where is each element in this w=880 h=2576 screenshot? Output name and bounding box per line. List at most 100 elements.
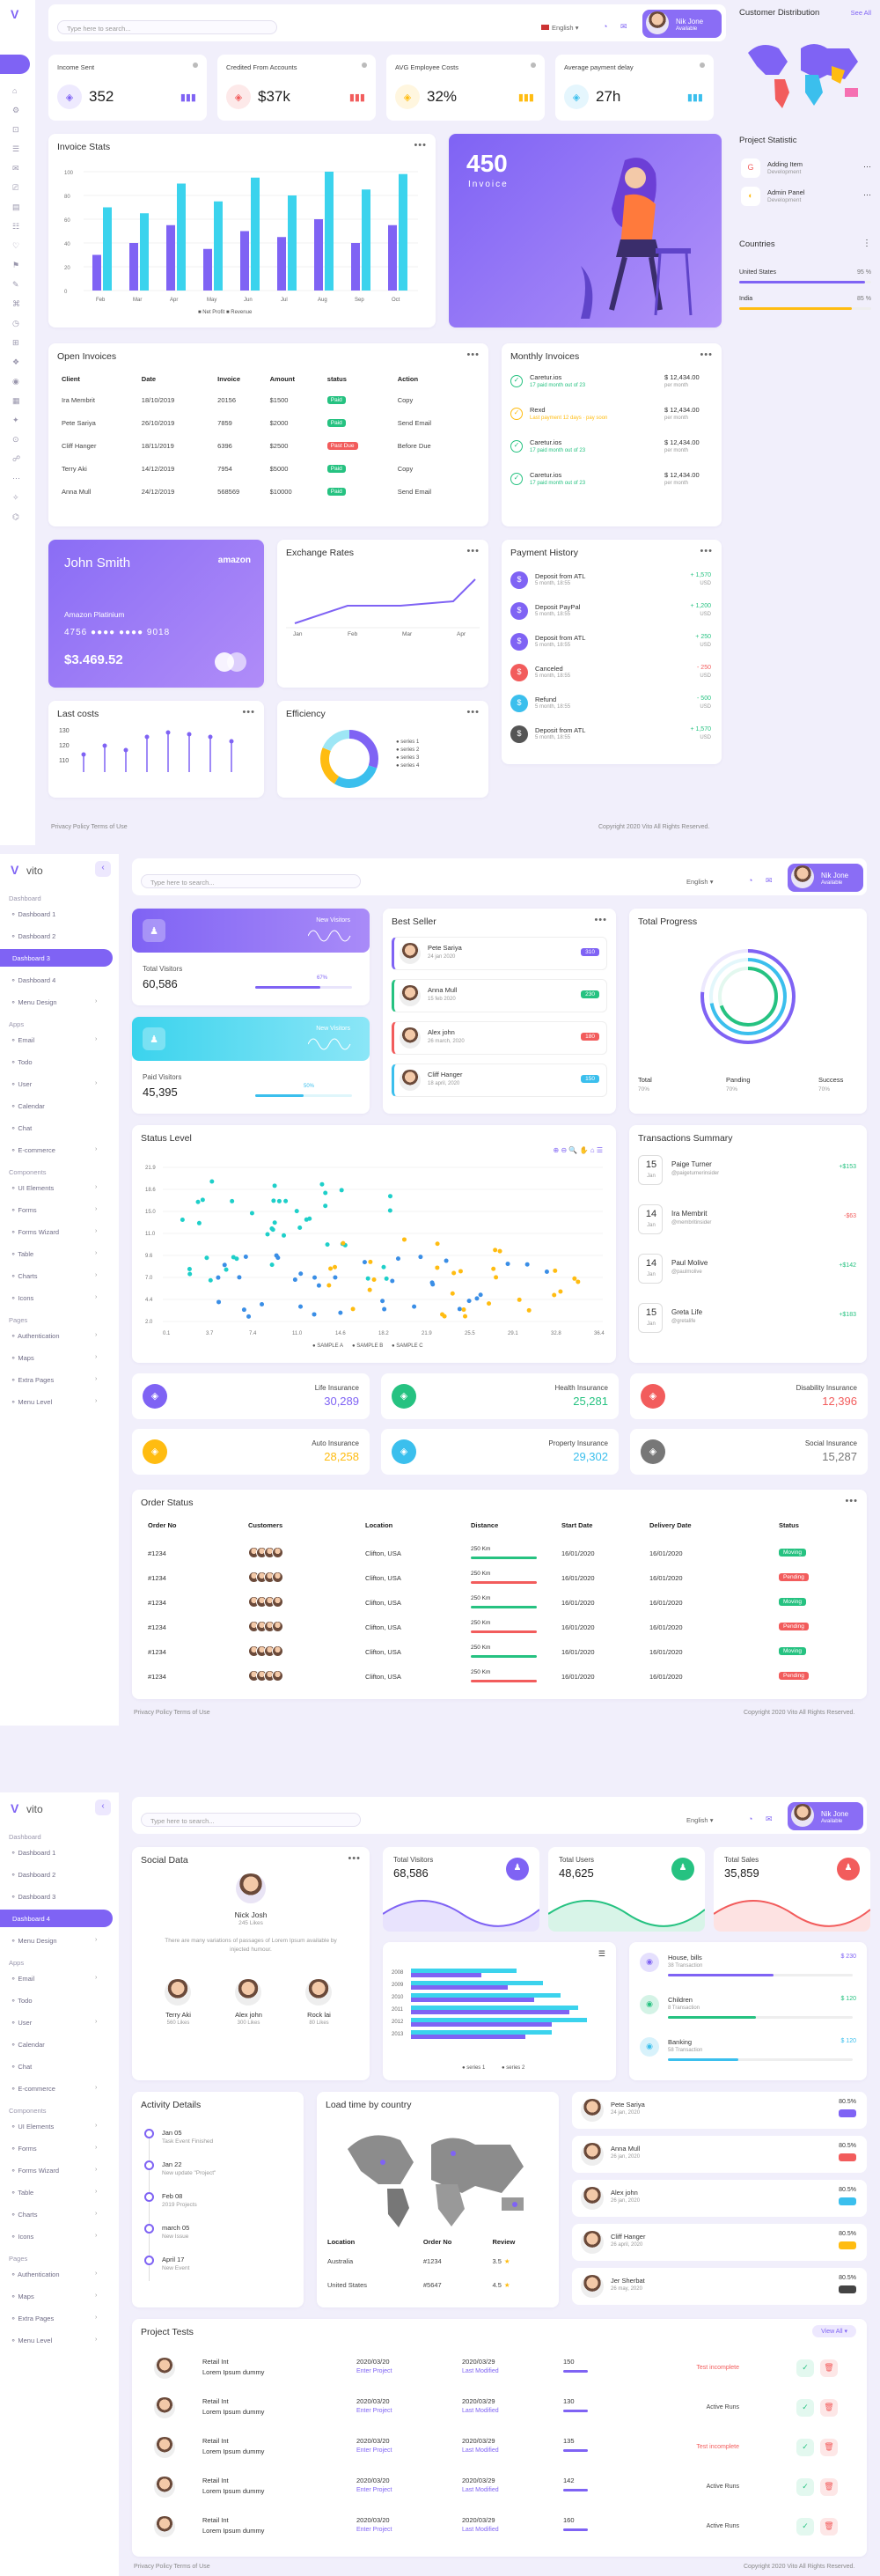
person-card[interactable]: Pete Sariya 24 jan, 2020 80.5% (572, 2092, 867, 2129)
credit-card[interactable]: John Smith amazon Amazon Platinium 4756 … (48, 540, 264, 688)
sidebar-item-dashboard-4[interactable]: ⚬ Dashboard 4 (11, 976, 56, 984)
sidebar-item-user[interactable]: ⚬ User (11, 1080, 33, 1088)
seller-row[interactable]: Cliff Hanger 18 april, 2020 150 (392, 1064, 607, 1097)
logo-icon[interactable]: V (11, 7, 19, 21)
project-link-1[interactable]: Enter Project (356, 2408, 392, 2414)
sidebar-item-dashboard-3[interactable]: Dashboard 3 (0, 949, 113, 967)
sidebar-item-menu-design[interactable]: ⚬ Menu Design (11, 1937, 57, 1945)
sidebar-item-ui-elements[interactable]: ⚬ UI Elements (11, 1184, 55, 1192)
more-icon[interactable]: ⋯ (863, 162, 871, 171)
footer-links[interactable]: Privacy Policy Terms of Use (51, 824, 128, 830)
sidebar-item-table[interactable]: ⚬ Table (11, 1250, 34, 1258)
sidebar-item-dashboard-3[interactable]: ⚬ Dashboard 3 (11, 1893, 56, 1901)
approve-button[interactable]: ✓ (796, 2359, 814, 2377)
logo-icon[interactable]: V (11, 1801, 19, 1815)
person-card[interactable]: Jer Sherbat 26 may, 2020 80.5% (572, 2268, 867, 2305)
sidebar-item-user[interactable]: ⚬ User (11, 2019, 33, 2027)
user-profile[interactable]: Nik Jone Available (642, 10, 722, 38)
nav-icon[interactable]: ⊙ (12, 435, 19, 444)
table-row[interactable]: Ira Membrit 18/10/2019 20156 $1500 Paid Copy (62, 388, 475, 411)
sidebar-item-icons[interactable]: ⚬ Icons (11, 1294, 34, 1302)
person-card[interactable]: Cliff Hanger 26 april, 2020 80.5% (572, 2224, 867, 2261)
info-icon[interactable] (362, 63, 367, 68)
nav-icon[interactable]: ⊞ (12, 338, 19, 347)
sidebar-item-menu-level[interactable]: ⚬ Menu Level (11, 2337, 53, 2344)
project-link-2[interactable]: Last Modified (462, 2368, 499, 2374)
table-row[interactable]: #1234 Clifton, USA 250 Km 16/01/2020 16/01/2… (132, 1593, 867, 1618)
user-profile[interactable]: Nik Jone Available (788, 1802, 863, 1830)
dashboard-nav-icon[interactable] (0, 55, 30, 74)
nav-icon[interactable]: ❖ (12, 357, 20, 366)
nav-icon[interactable]: ✧ (12, 493, 19, 502)
nav-icon[interactable]: ♡ (12, 241, 20, 250)
project-link-1[interactable]: Enter Project (356, 2487, 392, 2493)
project-link-1[interactable]: Enter Project (356, 2368, 392, 2374)
nav-icon[interactable]: ☷ (12, 222, 20, 231)
notification-icon[interactable]: ◔ (748, 1814, 753, 1823)
sidebar-item-charts[interactable]: ⚬ Charts (11, 1272, 38, 1280)
nav-icon[interactable]: ⎚ (12, 183, 19, 192)
delete-button[interactable]: 🗑 (820, 2359, 838, 2377)
language-select[interactable]: English ▾ (686, 878, 714, 886)
see-all-link[interactable]: See All (850, 9, 871, 17)
sidebar-item-chat[interactable]: ⚬ Chat (11, 2063, 33, 2071)
more-icon[interactable]: ⋮ (862, 239, 871, 248)
more-icon[interactable]: ••• (845, 1496, 858, 1506)
sidebar-item-dashboard-4[interactable]: Dashboard 4 (0, 1910, 113, 1927)
nav-icon[interactable]: ⊡ (12, 125, 19, 134)
project-row[interactable]: Retail Int Lorem Ipsum dummy 2020/03/20 Ent… (132, 2392, 867, 2427)
table-row[interactable]: #1234 Clifton, USA 250 Km 16/01/2020 16/01/2… (132, 1618, 867, 1643)
language-select[interactable]: English ▾ (686, 1816, 714, 1824)
table-row[interactable]: Terry Aki 14/12/2019 7954 $5000 Paid Copy (62, 457, 475, 480)
menu-icon[interactable]: ☰ (598, 1949, 605, 1958)
sidebar-item-email[interactable]: ⚬ Email (11, 1036, 35, 1044)
sidebar-item-email[interactable]: ⚬ Email (11, 1975, 35, 1983)
sidebar-item-maps[interactable]: ⚬ Maps (11, 1354, 34, 1362)
sidebar-item-dashboard-2[interactable]: ⚬ Dashboard 2 (11, 1871, 56, 1879)
more-icon[interactable]: ••• (242, 707, 255, 718)
approve-button[interactable]: ✓ (796, 2478, 814, 2496)
sidebar-item-extra-pages[interactable]: ⚬ Extra Pages (11, 2315, 55, 2322)
collapse-icon[interactable]: ‹ (95, 861, 111, 877)
nav-icon[interactable]: ◷ (12, 319, 19, 328)
collapse-icon[interactable]: ‹ (95, 1800, 111, 1815)
project-link-1[interactable]: Enter Project (356, 2527, 392, 2533)
nav-icon[interactable]: ◉ (12, 377, 19, 386)
nav-icon[interactable]: ☰ (12, 144, 20, 153)
approve-button[interactable]: ✓ (796, 2518, 814, 2536)
sidebar-item-menu-design[interactable]: ⚬ Menu Design (11, 998, 57, 1006)
more-icon[interactable]: ••• (466, 546, 480, 556)
sidebar-item-table[interactable]: ⚬ Table (11, 2189, 34, 2197)
project-row[interactable]: Retail Int Lorem Ipsum dummy 2020/03/20 Ent… (132, 2511, 867, 2546)
sidebar-item-dashboard-1[interactable]: ⚬ Dashboard 1 (11, 1849, 56, 1857)
sidebar-item-calendar[interactable]: ⚬ Calendar (11, 1102, 45, 1110)
nav-icon[interactable]: ⌘ (12, 299, 20, 308)
table-row[interactable]: Cliff Hanger 18/11/2019 6396 $2500 Past Due B… (62, 434, 475, 457)
table-row[interactable]: #1234 Clifton, USA 250 Km 16/01/2020 16/01/2… (132, 1544, 867, 1569)
language-select[interactable]: English ▾ (541, 24, 578, 32)
mail-icon[interactable]: ✉ (766, 876, 773, 885)
project-link-2[interactable]: Last Modified (462, 2408, 499, 2414)
notification-icon[interactable]: ◔ (748, 876, 753, 885)
user-profile[interactable]: Nik Jone Available (788, 864, 863, 892)
nav-icon[interactable]: ⌂ (12, 86, 18, 95)
sidebar-item-e-commerce[interactable]: ⚬ E-commerce (11, 2085, 55, 2093)
nav-icon[interactable]: ✉ (12, 164, 19, 173)
table-row[interactable]: #1234 Clifton, USA 250 Km 16/01/2020 16/01/2… (132, 1667, 867, 1692)
nav-icon[interactable]: ✎ (12, 280, 19, 289)
sidebar-item-chat[interactable]: ⚬ Chat (11, 1124, 33, 1132)
nav-icon[interactable]: ⚙ (12, 106, 20, 114)
sidebar-item-forms[interactable]: ⚬ Forms (11, 2145, 37, 2153)
sidebar-item-extra-pages[interactable]: ⚬ Extra Pages (11, 1376, 55, 1384)
approve-button[interactable]: ✓ (796, 2399, 814, 2417)
chart-toolbar[interactable]: ⊕ ⊖ 🔍 ✋ ⌂ ☰ (553, 1146, 603, 1154)
table-row[interactable]: Anna Mull 24/12/2019 568569 $10000 Paid Send … (62, 480, 475, 503)
sidebar-item-forms-wizard[interactable]: ⚬ Forms Wizard (11, 2167, 60, 2175)
project-link-2[interactable]: Last Modified (462, 2487, 499, 2493)
more-icon[interactable]: ••• (466, 350, 480, 360)
project-link-2[interactable]: Last Modified (462, 2527, 499, 2533)
project-link-1[interactable]: Enter Project (356, 2447, 392, 2454)
delete-button[interactable]: 🗑 (820, 2478, 838, 2496)
table-row[interactable]: Australia #1234 3.5 ★ (327, 2249, 547, 2273)
view-all-button[interactable]: View All ▾ (812, 2325, 856, 2337)
